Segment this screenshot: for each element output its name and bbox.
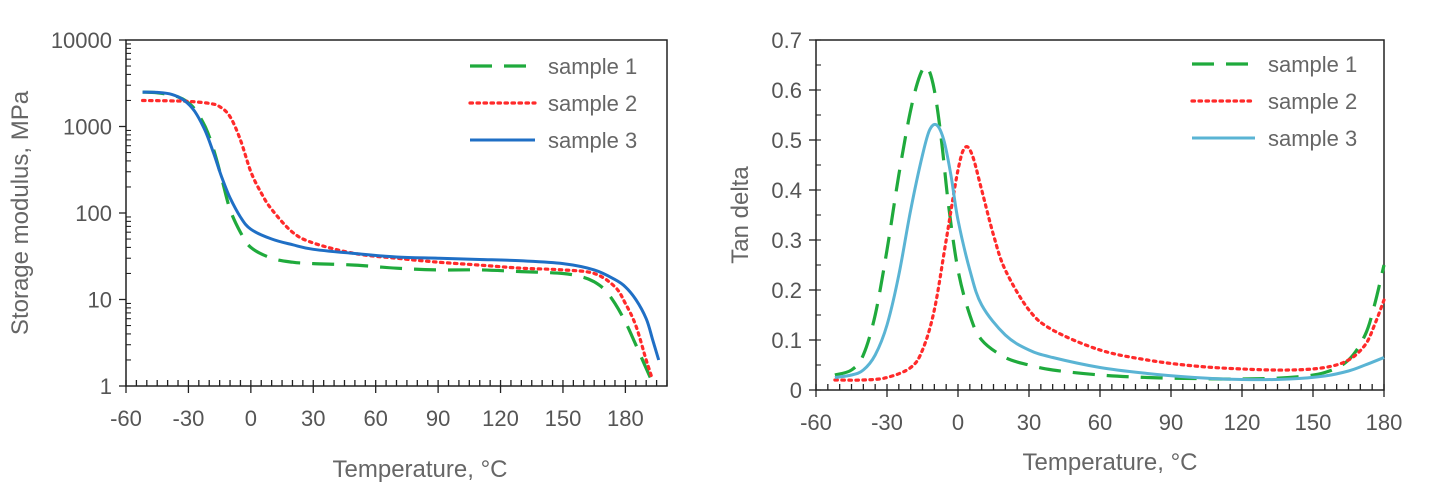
- x-tick-label: 180: [1366, 410, 1403, 435]
- series-line-sample-1: [142, 90, 654, 384]
- legend-label: sample 3: [1268, 126, 1357, 151]
- x-tick-label: 150: [1295, 410, 1332, 435]
- y-tick-label: 0.1: [771, 328, 802, 353]
- x-tick-label: -60: [800, 410, 832, 435]
- y-tick-label: 0.3: [771, 228, 802, 253]
- x-tick-label: -30: [871, 410, 903, 435]
- series-line-sample-2: [833, 145, 1386, 382]
- x-tick-label: 90: [426, 406, 450, 431]
- y-tick-label: 0: [790, 378, 802, 403]
- x-tick-label: -60: [110, 406, 142, 431]
- x-tick-label: 150: [545, 406, 582, 431]
- x-tick-label: 120: [1224, 410, 1261, 435]
- y-tick-label: 1000: [63, 115, 112, 140]
- series-line-sample-1: [834, 65, 1386, 381]
- x-tick-label: 0: [245, 406, 257, 431]
- x-tick-label: 180: [607, 406, 644, 431]
- y-tick-label: 0.5: [771, 128, 802, 153]
- series-line-sample-2: [141, 98, 654, 381]
- x-tick-label: 0: [952, 410, 964, 435]
- legend-label: sample 3: [548, 128, 637, 153]
- y-tick-label: 0.6: [771, 78, 802, 103]
- legend-label: sample 1: [1268, 52, 1357, 77]
- legend-label: sample 2: [1268, 89, 1357, 114]
- x-tick-label: -30: [173, 406, 205, 431]
- chart-2: -60 -30 0 30 60 90 120 150 180 0 0.1 0.2 0.3 0.4 0.5 0.…: [727, 28, 1402, 476]
- y-tick-label: 10: [88, 288, 112, 313]
- x-tick-label: 60: [363, 406, 387, 431]
- y-tick-label: 0.2: [771, 278, 802, 303]
- y-tick-label: 10000: [51, 28, 112, 53]
- x-tick-label: 120: [482, 406, 519, 431]
- y-tick-label: 0.4: [771, 178, 802, 203]
- x-tick-label: 60: [1088, 410, 1112, 435]
- legend-label: sample 2: [548, 91, 637, 116]
- series-line-sample-3: [142, 90, 661, 361]
- x-axis-title: Temperature, °C: [333, 456, 508, 483]
- x-axis-title: Temperature, °C: [1023, 449, 1198, 476]
- y-axis-title: Storage modulus, MPa: [7, 90, 34, 335]
- y-tick-label: 100: [75, 201, 112, 226]
- x-tick-label: 90: [1159, 410, 1183, 435]
- x-tick-label: 30: [1017, 410, 1041, 435]
- chart-1: -60 -30 0 30 60 90 120 150 180 1 10 100 1000 10000 Tem…: [7, 28, 668, 483]
- y-axis-title: Tan delta: [727, 166, 754, 264]
- x-tick-label: 30: [301, 406, 325, 431]
- series-line-sample-3: [834, 122, 1385, 382]
- legend-label: sample 1: [548, 54, 637, 79]
- y-tick-label: 0.7: [771, 28, 802, 53]
- y-tick-label: 1: [100, 374, 112, 399]
